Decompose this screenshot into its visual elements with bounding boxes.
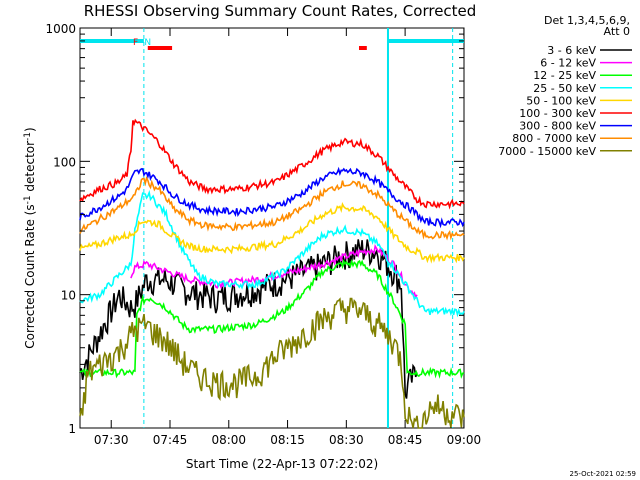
x-tick-label-6: 09:00	[447, 433, 482, 447]
legend-label-3: 25 - 50 keV	[533, 82, 596, 95]
chart-title: RHESSI Observing Summary Count Rates, Co…	[84, 2, 477, 20]
y-axis-label-part3: )	[23, 127, 37, 132]
legend-label-2: 12 - 25 keV	[533, 69, 596, 82]
y-tick-label-2: 10	[61, 289, 76, 303]
legend-header-0: Det 1,3,4,5,6,9,	[544, 14, 630, 27]
series-line-6	[79, 166, 465, 229]
flag-label-0: F	[133, 38, 138, 48]
y-axis-label-part2: detector	[23, 141, 37, 196]
legend-label-4: 50 - 100 keV	[526, 94, 596, 107]
x-tick-label-4: 08:30	[329, 433, 364, 447]
x-tick-label-5: 08:45	[388, 433, 423, 447]
series-line-5	[79, 118, 465, 210]
series-line-4	[79, 202, 465, 264]
legend-label-7: 800 - 7000 keV	[512, 132, 596, 145]
series-line-2	[79, 258, 465, 379]
legend-label-8: 7000 - 15000 keV	[498, 145, 596, 158]
y-axis-label-sup1: -1	[23, 195, 33, 204]
y-axis-label: Corrected Count Rate (s-1 detector-1)	[23, 127, 37, 348]
legend-label-5: 100 - 300 keV	[519, 107, 596, 120]
series-line-3	[79, 189, 465, 318]
flag-label-1: N	[144, 38, 151, 48]
series-line-7	[79, 175, 465, 241]
y-axis-label-part1: Corrected Count Rate (s	[23, 204, 37, 348]
x-tick-label-1: 07:45	[153, 433, 188, 447]
legend-label-6: 300 - 800 keV	[519, 120, 596, 133]
x-tick-label-0: 07:30	[94, 433, 129, 447]
legend-label-1: 6 - 12 keV	[540, 57, 596, 70]
y-tick-label-3: 1	[68, 422, 76, 436]
x-axis-label: Start Time (22-Apr-13 07:22:02)	[186, 457, 378, 471]
y-tick-label-1: 100	[53, 155, 76, 169]
y-axis-label-sup2: -1	[23, 132, 33, 141]
legend-header-1: Att 0	[604, 25, 630, 38]
legend-label-0: 3 - 6 keV	[547, 44, 596, 57]
series-line-0	[79, 239, 418, 399]
footer-timestamp: 25-Oct-2021 02:59	[570, 470, 636, 478]
tick-layer: 07:30 07:45 08:00 08:15 08:30 08:45 09:00 1000 1…	[45, 22, 481, 447]
plot-frame	[79, 27, 465, 429]
series-line-8	[79, 297, 465, 429]
x-tick-label-2: 08:00	[211, 433, 246, 447]
x-tick-label-3: 08:15	[270, 433, 305, 447]
y-tick-label-0: 1000	[45, 22, 76, 36]
series-layer	[79, 118, 465, 429]
